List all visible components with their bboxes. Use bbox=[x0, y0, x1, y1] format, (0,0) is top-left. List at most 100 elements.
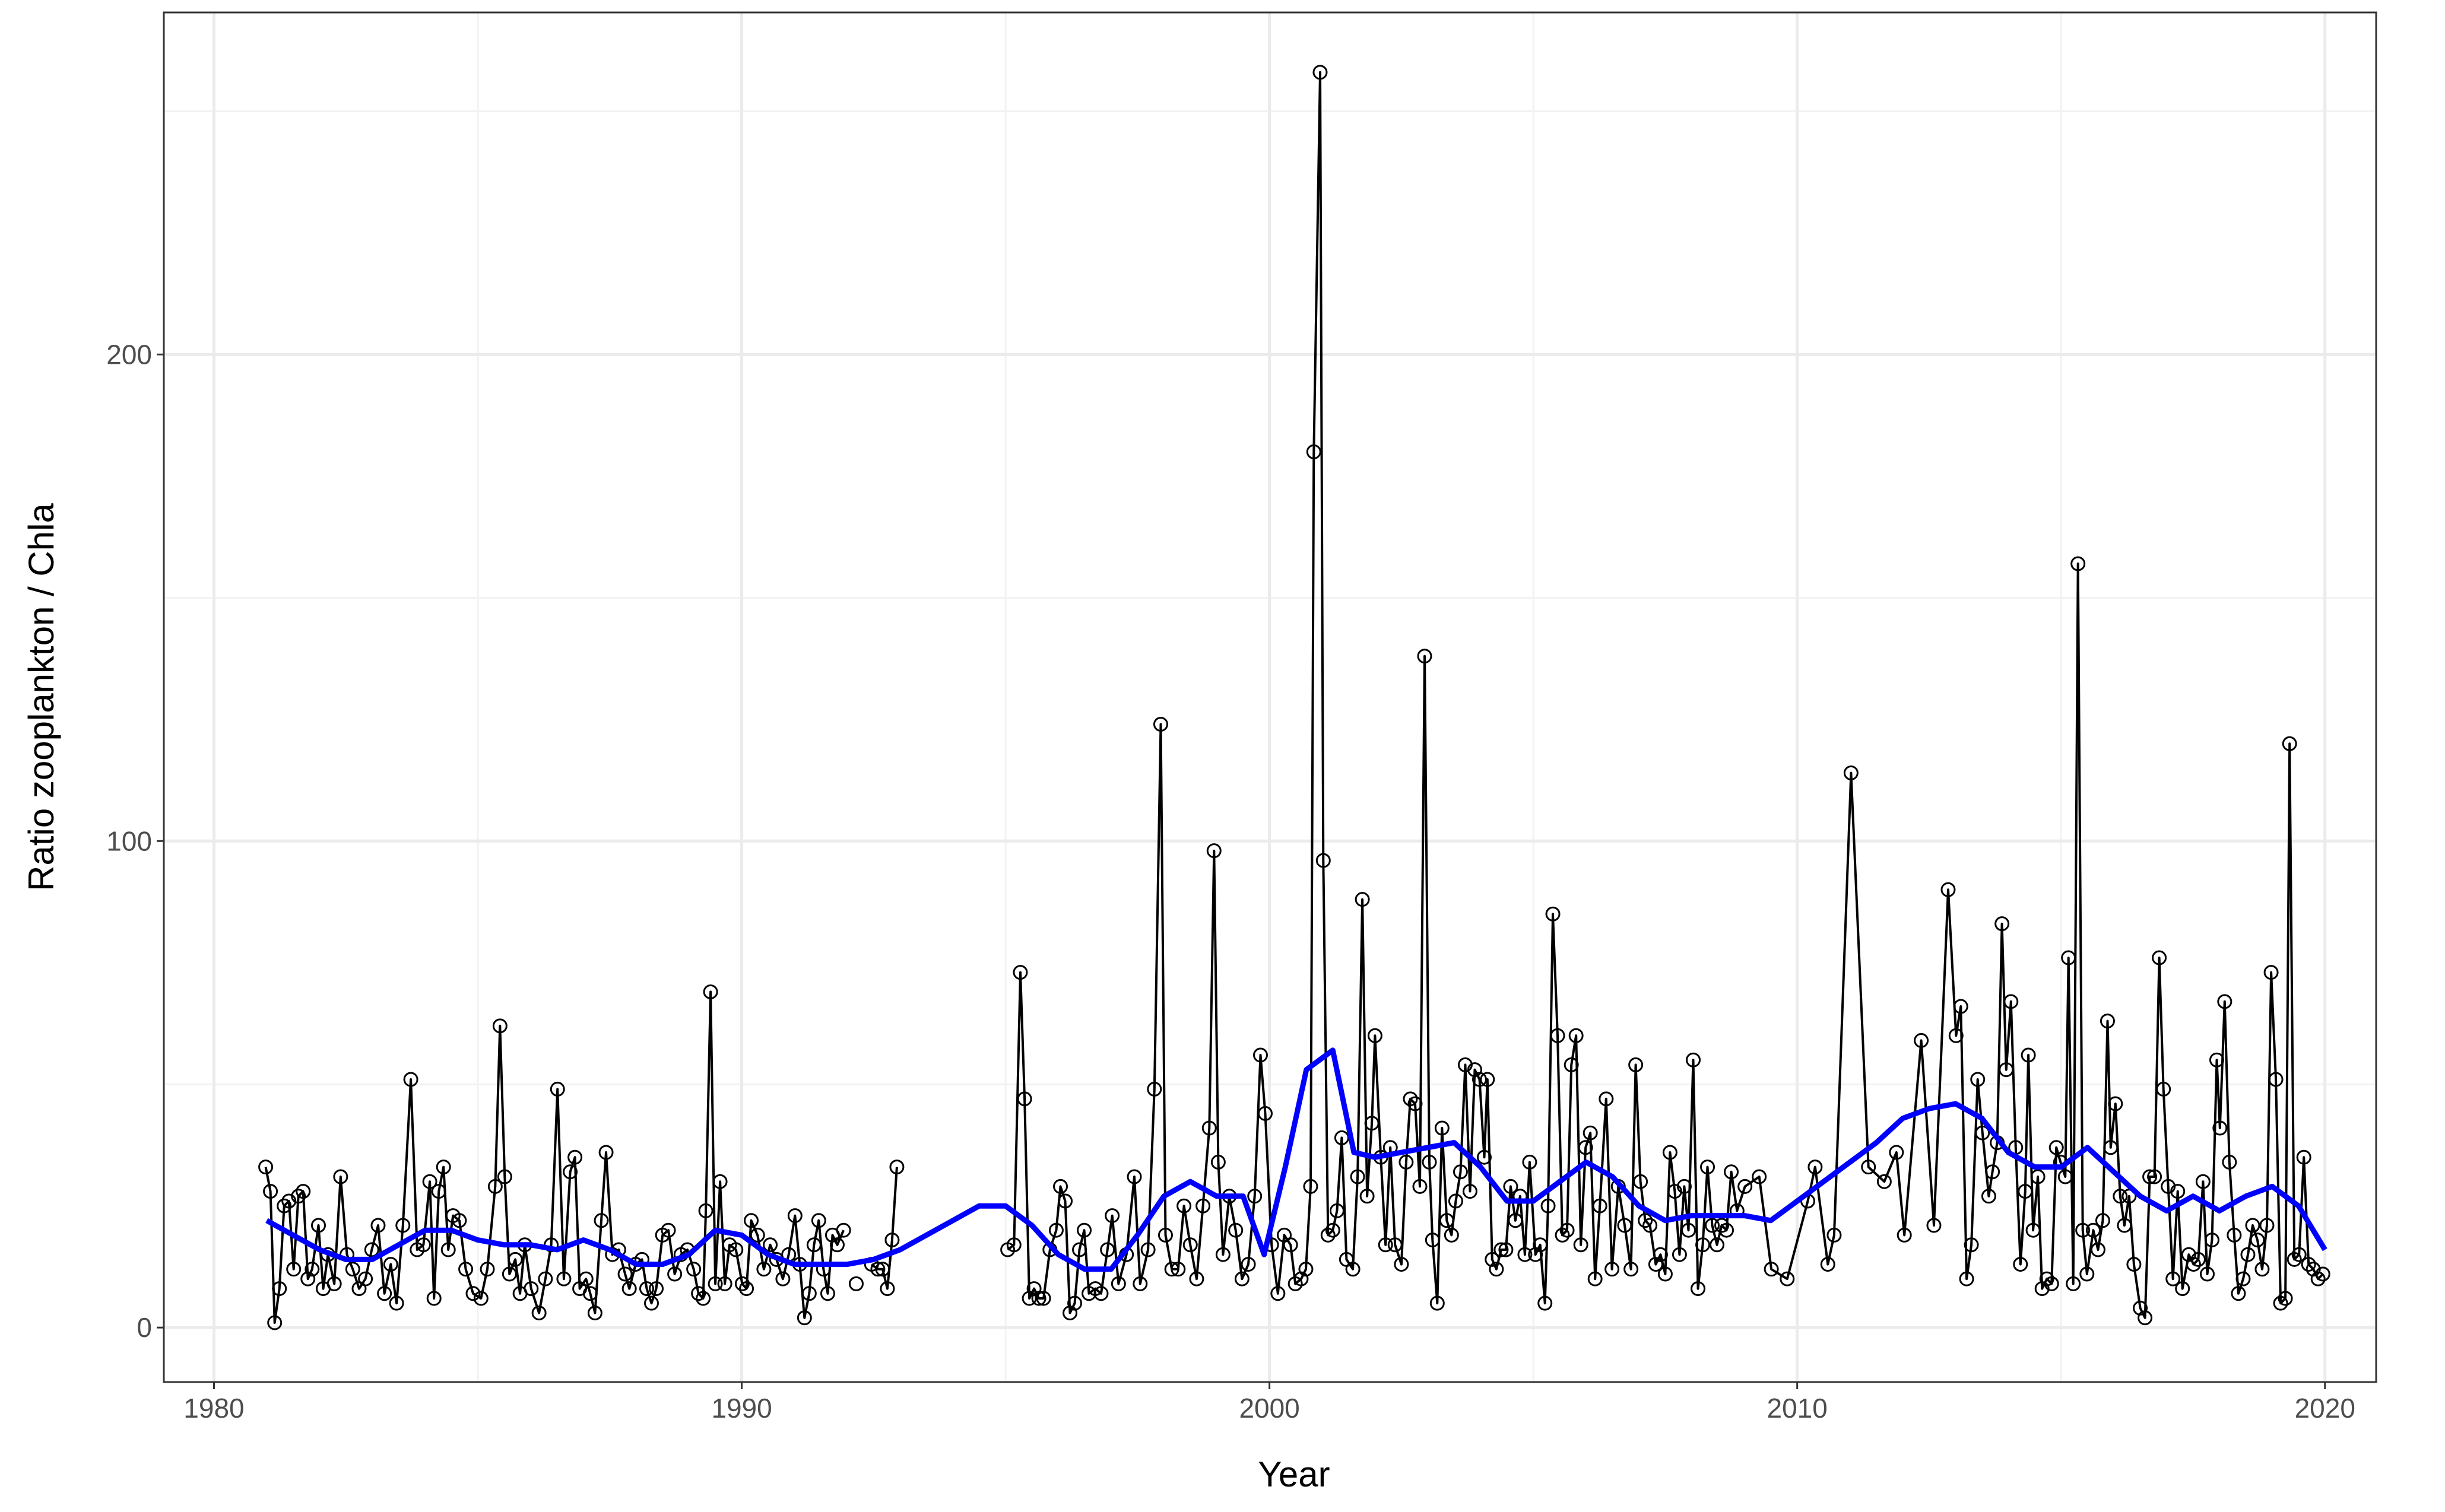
data-point bbox=[1127, 1169, 1142, 1184]
data-point bbox=[1359, 1189, 1375, 1204]
data-point bbox=[1981, 1189, 1996, 1204]
data-point bbox=[1999, 1062, 2014, 1078]
data-point bbox=[1700, 1160, 1715, 1175]
data-point bbox=[1472, 1072, 1487, 1087]
x-tick-label: 2010 bbox=[1767, 1393, 1828, 1424]
data-point bbox=[1247, 1189, 1263, 1204]
data-point bbox=[1480, 1072, 1495, 1087]
data-point bbox=[1422, 1154, 1437, 1170]
data-point bbox=[587, 1305, 602, 1321]
data-point bbox=[884, 1233, 900, 1248]
data-point bbox=[1398, 1154, 1414, 1170]
data-point bbox=[717, 1276, 732, 1291]
data-point bbox=[1493, 1242, 1509, 1257]
data-point bbox=[2090, 1242, 2105, 1257]
data-point bbox=[389, 1295, 404, 1311]
data-point bbox=[889, 1160, 905, 1175]
data-point bbox=[2075, 1222, 2091, 1238]
data-point bbox=[1564, 1057, 1579, 1072]
data-point bbox=[2057, 1169, 2073, 1184]
data-point bbox=[1653, 1247, 1668, 1262]
data-point bbox=[2199, 1266, 2215, 1282]
y-axis-title: Ratio zooplankton / Chla bbox=[21, 503, 61, 891]
data-point bbox=[1100, 1242, 1115, 1257]
data-point bbox=[712, 1174, 728, 1189]
data-point bbox=[377, 1286, 392, 1301]
data-point bbox=[2108, 1096, 2123, 1111]
data-point bbox=[1498, 1242, 1514, 1257]
data-point bbox=[1691, 1281, 1706, 1297]
data-point bbox=[531, 1305, 547, 1321]
data-point bbox=[1058, 1193, 1073, 1209]
data-point bbox=[1147, 1081, 1162, 1097]
data-point bbox=[364, 1242, 379, 1257]
data-point bbox=[1926, 1218, 1942, 1233]
data-point bbox=[1633, 1174, 1648, 1189]
data-point bbox=[1876, 1174, 1892, 1189]
data-point bbox=[2195, 1174, 2211, 1189]
data-point bbox=[2259, 1218, 2275, 1233]
data-point bbox=[1364, 1116, 1380, 1131]
data-point bbox=[2013, 1257, 2028, 1272]
data-point bbox=[2018, 1184, 2033, 1199]
data-point bbox=[1573, 1237, 1588, 1253]
data-point bbox=[2025, 1222, 2041, 1238]
y-tick-label: 200 bbox=[106, 339, 152, 370]
data-point bbox=[763, 1237, 778, 1253]
data-point bbox=[2186, 1257, 2201, 1272]
data-point bbox=[326, 1276, 342, 1291]
data-point bbox=[1345, 1262, 1361, 1277]
data-point bbox=[1036, 1291, 1051, 1306]
data-point bbox=[502, 1266, 517, 1282]
data-point bbox=[2301, 1257, 2316, 1272]
x-axis-title: Year bbox=[1258, 1454, 1330, 1494]
data-point bbox=[1985, 1164, 2000, 1180]
data-point bbox=[1599, 1091, 1614, 1107]
x-tick-label: 1980 bbox=[183, 1393, 244, 1424]
data-point bbox=[1105, 1208, 1120, 1224]
data-point bbox=[2030, 1169, 2046, 1184]
data-point bbox=[2227, 1227, 2242, 1243]
data-point bbox=[1206, 843, 1222, 859]
data-point bbox=[1417, 649, 1432, 664]
data-point bbox=[801, 1286, 817, 1301]
data-point bbox=[787, 1208, 803, 1224]
data-point bbox=[426, 1291, 442, 1306]
data-point bbox=[436, 1160, 451, 1175]
data-point bbox=[508, 1251, 523, 1267]
data-point bbox=[2021, 1047, 2036, 1063]
data-point bbox=[1705, 1218, 1720, 1233]
data-point bbox=[2287, 1251, 2302, 1267]
data-point bbox=[2147, 1169, 2162, 1184]
data-point bbox=[1283, 1237, 1298, 1253]
data-point bbox=[1140, 1242, 1156, 1257]
data-point bbox=[836, 1222, 851, 1238]
data-point bbox=[1215, 1247, 1231, 1262]
data-point bbox=[1077, 1222, 1092, 1238]
data-point bbox=[1164, 1262, 1179, 1277]
data-point bbox=[1820, 1257, 1835, 1272]
data-point bbox=[1201, 1120, 1217, 1136]
data-point bbox=[1453, 1164, 1468, 1180]
data-point bbox=[2170, 1184, 2186, 1199]
data-point bbox=[538, 1271, 553, 1287]
data-point bbox=[2296, 1149, 2311, 1165]
data-point bbox=[2250, 1233, 2265, 1248]
data-point bbox=[1378, 1237, 1393, 1253]
data-point bbox=[1006, 1237, 1022, 1253]
data-point bbox=[2217, 994, 2232, 1009]
data-point bbox=[639, 1281, 655, 1297]
data-point bbox=[431, 1184, 446, 1199]
panel-border bbox=[163, 11, 2377, 1383]
data-point bbox=[258, 1160, 274, 1175]
data-point bbox=[524, 1281, 539, 1297]
data-point bbox=[1764, 1262, 1779, 1277]
data-point bbox=[2003, 994, 2019, 1009]
data-point bbox=[1053, 1179, 1068, 1194]
data-point bbox=[1672, 1247, 1687, 1262]
data-point bbox=[291, 1189, 306, 1204]
data-point bbox=[1537, 1295, 1553, 1311]
data-point bbox=[370, 1218, 386, 1233]
data-point bbox=[1686, 1052, 1701, 1068]
